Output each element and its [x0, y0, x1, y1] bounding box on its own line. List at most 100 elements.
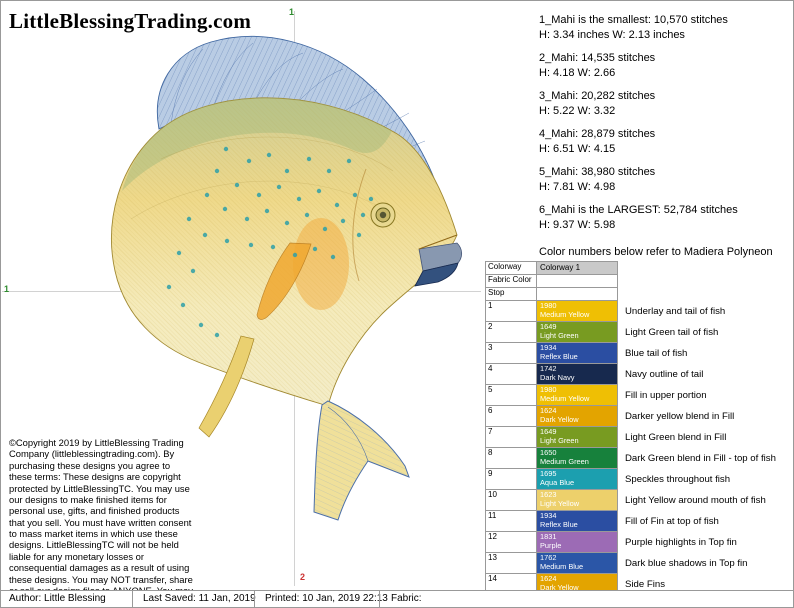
thread-description: Blue tail of fish	[625, 347, 688, 359]
colorway-header-label: Colorway	[485, 261, 537, 275]
pelvic-fin	[198, 335, 255, 438]
size-dimensions: H: 5.22 W: 3.32	[539, 104, 616, 117]
thread-name: Light Yellow	[540, 499, 580, 508]
thread-code: 1742	[540, 365, 557, 373]
thread-description: Purple highlights in Top fin	[625, 536, 737, 548]
thread-swatch: 1624 Dark Yellow	[536, 405, 618, 427]
footer-fabric: Fabric:	[391, 593, 422, 604]
footer-divider	[254, 591, 255, 607]
size-dimensions: H: 7.81 W: 4.98	[539, 180, 616, 193]
hoop-marker-top: 1	[289, 7, 295, 17]
thread-description: Side Fins	[625, 578, 665, 590]
spacer-cell	[618, 262, 779, 275]
table-row: 2 1649 Light Green Light Green tail of fish	[485, 321, 779, 343]
thread-description: Darker yellow blend in Fill	[625, 410, 735, 422]
thread-description: Light Green tail of fish	[625, 326, 719, 338]
thread-code: 1762	[540, 554, 557, 562]
thread-description: Light Yellow around mouth of fish	[625, 494, 766, 506]
thread-swatch: 1934 Reflex Blue	[536, 342, 618, 364]
size-line: 1_Mahi is the smallest: 10,570 stitches	[539, 14, 728, 26]
fabric-color-label: Fabric Color	[485, 274, 537, 288]
thread-name: Light Green	[540, 436, 579, 445]
table-row: 13 1762 Medium Blue Dark blue shadows in To…	[485, 552, 779, 574]
footer-author: Author: Little Blessing	[9, 593, 106, 604]
thread-name: Dark Yellow	[540, 583, 579, 592]
thread-name: Medium Yellow	[540, 310, 590, 319]
stop-cell	[536, 287, 618, 301]
thread-swatch: 1980 Medium Yellow	[536, 300, 618, 322]
hoop-marker-bottom: 2	[300, 572, 306, 582]
stop-label: Stop	[485, 287, 537, 301]
thread-swatch: 1649 Light Green	[536, 426, 618, 448]
row-number: 7	[485, 426, 537, 448]
footer-bar: Author: Little Blessing Last Saved: 11 J…	[1, 590, 793, 607]
colorway-name-cell: Colorway 1	[536, 261, 618, 275]
thread-code: 1624	[540, 575, 557, 583]
size-dimensions: H: 3.34 inches W: 2.13 inches	[539, 28, 685, 41]
thread-swatch: 1650 Medium Green	[536, 447, 618, 469]
fabric-color-row: Fabric Color	[485, 274, 779, 288]
size-line: 6_Mahi is the LARGEST: 52,784 stitches	[539, 204, 738, 217]
table-row: 6 1624 Dark Yellow Darker yellow blend in F…	[485, 405, 779, 427]
thread-code: 1980	[540, 386, 557, 394]
row-number: 10	[485, 489, 537, 511]
thread-code: 1934	[540, 344, 557, 352]
thread-code: 1934	[540, 512, 557, 520]
thread-description: Dark blue shadows in Top fin	[625, 557, 748, 569]
thread-code: 1624	[540, 407, 557, 415]
size-line: 5_Mahi: 38,980 stitches	[539, 166, 656, 179]
mahi-fish-illustration	[111, 36, 463, 521]
copyright-text: ©Copyright 2019 by LittleBlessing Tradin…	[9, 437, 193, 607]
size-entry: 4_Mahi: 28,879 stitches H: 6.51 W: 4.15	[539, 127, 787, 156]
thread-code: 1623	[540, 491, 557, 499]
thread-swatch: 1980 Medium Yellow	[536, 384, 618, 406]
thread-swatch: 1623 Light Yellow	[536, 489, 618, 511]
pectoral-fin	[256, 242, 312, 320]
thread-name: Dark Navy	[540, 373, 575, 382]
thread-description: Light Green blend in Fill	[625, 431, 727, 443]
table-row: 11 1934 Reflex Blue Fill of Fin at top of f…	[485, 510, 779, 532]
thread-code: 1649	[540, 428, 557, 436]
thread-name: Medium Blue	[540, 562, 584, 571]
row-number: 9	[485, 468, 537, 490]
footer-saved: Last Saved: 11 Jan, 2019	[143, 593, 256, 604]
row-number: 12	[485, 531, 537, 553]
tail-fin	[313, 400, 410, 521]
thread-swatch: 1649 Light Green	[536, 321, 618, 343]
row-number: 11	[485, 510, 537, 532]
fish-eye	[370, 202, 396, 228]
row-number: 1	[485, 300, 537, 322]
thread-description: Fill of Fin at top of fish	[625, 515, 719, 527]
size-entry: 2_Mahi: 14,535 stitches H: 4.18 W: 2.66	[539, 51, 787, 80]
thread-name: Medium Green	[540, 457, 589, 466]
size-entry: 6_Mahi is the LARGEST: 52,784 stitches H:…	[539, 203, 787, 232]
thread-name: Light Green	[540, 331, 579, 340]
table-row: 1 1980 Medium Yellow Underlay and tail of f…	[485, 300, 779, 322]
thread-swatch: 1934 Reflex Blue	[536, 510, 618, 532]
size-dimensions: H: 9.37 W: 5.98	[539, 218, 616, 231]
table-row: 9 1695 Aqua Blue Speckles throughout fish	[485, 468, 779, 490]
row-number: 3	[485, 342, 537, 364]
size-entry: 1_Mahi is the smallest: 10,570 stitches H…	[539, 13, 787, 42]
thread-description: Underlay and tail of fish	[625, 305, 726, 317]
thread-description: Fill in upper portion	[625, 389, 707, 401]
fabric-color-cell	[536, 274, 618, 288]
thread-name: Reflex Blue	[540, 520, 578, 529]
table-row: 5 1980 Medium Yellow Fill in upper portion	[485, 384, 779, 406]
row-number: 13	[485, 552, 537, 574]
table-header-row: Colorway Colorway 1	[485, 261, 779, 275]
size-entry: 5_Mahi: 38,980 stitches H: 7.81 W: 4.98	[539, 165, 787, 194]
spacer-cell	[618, 288, 779, 301]
footer-divider	[379, 591, 380, 607]
thread-name: Reflex Blue	[540, 352, 578, 361]
row-number: 6	[485, 405, 537, 427]
thread-name: Purple	[540, 541, 562, 550]
thread-code: 1649	[540, 323, 557, 331]
row-number: 5	[485, 384, 537, 406]
thread-name: Aqua Blue	[540, 478, 575, 487]
speckles	[166, 146, 374, 338]
size-line: 4_Mahi: 28,879 stitches	[539, 128, 656, 141]
table-row: 3 1934 Reflex Blue Blue tail of fish	[485, 342, 779, 364]
